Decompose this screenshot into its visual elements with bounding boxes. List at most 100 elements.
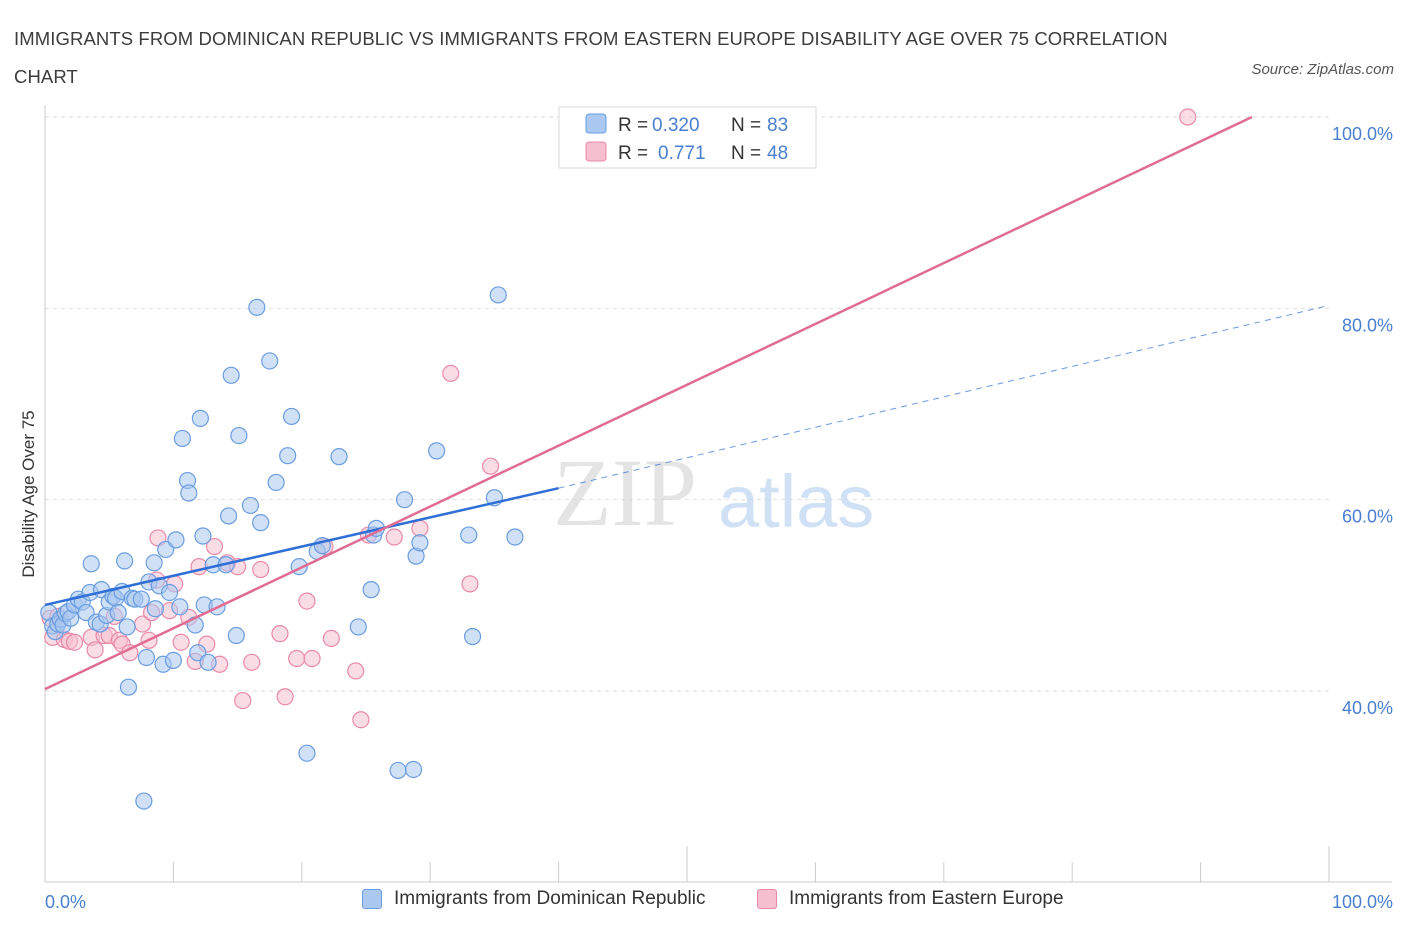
point-dominican-republic [404,760,423,779]
point-eastern-europe [172,633,190,651]
point-dominican-republic [362,581,380,599]
point-eastern-europe [481,457,500,475]
series-legend: Immigrants from Dominican Republic Immig… [0,888,1406,918]
legend-n-value-blue: 83 [767,115,788,136]
point-dominican-republic [267,473,285,492]
point-dominican-republic [199,653,217,671]
point-dominican-republic [241,496,260,515]
y-tick-label: 60.0% [1342,507,1393,527]
point-dominican-republic [222,366,240,384]
point-dominican-republic [191,409,209,427]
point-dominican-republic [395,491,414,509]
point-eastern-europe [1179,108,1197,126]
y-tick-label: 40.0% [1342,698,1393,718]
point-eastern-europe [271,625,289,643]
axes [44,105,1392,883]
chart-source: Source: ZipAtlas.com [1251,61,1394,78]
trendlines [44,115,1330,691]
legend-swatch-blue [585,113,607,134]
point-dominican-republic [132,590,150,608]
series-legend-label-dominican-republic: Immigrants from Dominican Republic [394,888,706,909]
point-dominican-republic [82,555,100,573]
point-eastern-europe [298,592,316,610]
watermark-atlas: atlas [718,460,874,543]
point-eastern-europe [352,711,370,729]
point-eastern-europe [385,528,403,546]
point-dominican-republic [164,651,182,670]
point-eastern-europe [442,364,460,382]
point-dominican-republic [349,618,367,636]
point-dominican-republic [463,627,482,646]
legend-r-label-blue: R = [618,115,648,136]
trendline-dominican-republic [44,486,559,607]
point-dominican-republic [173,429,191,448]
legend-n-value-pink: 48 [767,143,788,164]
point-dominican-republic [119,678,138,696]
point-dominican-republic [330,448,348,466]
point-eastern-europe [411,519,429,537]
tick-labels: 40.0% 60.0% 80.0% 100.0% 0.0% 100.0% [45,124,1393,912]
point-dominican-republic [160,583,179,602]
point-dominican-republic [428,442,446,460]
series-legend-item-dominican-republic[interactable]: Immigrants from Dominican Republic [362,888,706,910]
point-dominican-republic [194,527,212,545]
point-dominican-republic [109,603,127,622]
point-dominican-republic [460,526,478,544]
point-eastern-europe [288,649,306,668]
point-dominican-republic [279,447,297,465]
legend-r-value-blue: 0.320 [652,115,700,136]
stats-legend: R = 0.320 N = 83 R = 0.771 N = 48 [558,106,817,169]
chart-title: IMMIGRANTS FROM DOMINICAN REPUBLIC VS IM… [14,28,1168,87]
point-eastern-europe [461,575,479,593]
y-axis-title: Disability Age Over 75 [19,410,38,577]
series-legend-label-eastern-europe: Immigrants from Eastern Europe [789,888,1064,909]
point-dominican-republic [171,598,189,616]
point-eastern-europe [322,629,340,648]
point-dominican-republic [282,407,301,426]
point-dominican-republic [411,534,429,552]
x-tick-label: 0.0% [45,892,86,912]
point-dominican-republic [261,352,279,370]
point-dominican-republic [116,552,134,570]
watermark-zip: ZIP [553,439,697,546]
point-dominican-republic [252,514,270,532]
point-eastern-europe [234,691,252,710]
point-eastern-europe [347,662,365,680]
legend-swatch-pink [585,141,607,162]
legend-n-label-blue: N = [731,115,761,136]
point-eastern-europe [276,688,294,706]
y-tick-label: 100.0% [1332,124,1393,144]
point-dominican-republic [230,426,248,445]
point-dominican-republic [135,792,153,810]
watermark: ZIP atlas [553,439,874,546]
point-dominican-republic [489,286,507,304]
x-tick-label: 100.0% [1332,892,1393,912]
point-dominican-republic [180,484,198,502]
point-eastern-europe [65,633,84,651]
legend-r-value-pink: 0.771 [658,143,706,164]
point-dominican-republic [298,744,316,762]
point-eastern-europe [86,641,104,659]
point-dominican-republic [137,648,156,667]
y-tick-label: 80.0% [1342,315,1393,335]
point-dominican-republic [220,507,238,525]
legend-r-label-pink: R = [618,143,648,164]
point-dominican-republic [146,600,165,618]
legend-n-label-pink: N = [731,143,761,164]
point-eastern-europe [252,560,270,579]
point-dominican-republic [167,531,185,549]
point-eastern-europe [243,653,261,671]
point-dominican-republic [506,528,524,546]
point-dominican-republic [118,618,136,636]
point-dominican-republic [227,626,245,645]
point-dominican-republic [389,761,407,780]
trendline-eastern-europe [44,115,1253,691]
point-dominican-republic [145,554,163,572]
point-eastern-europe [303,649,321,668]
series-legend-item-eastern-europe[interactable]: Immigrants from Eastern Europe [757,888,1064,910]
point-eastern-europe [205,537,224,556]
trendline-dominican-republic-extension [558,304,1330,489]
point-dominican-republic [248,298,266,316]
series-legend-swatch-blue [362,889,382,909]
